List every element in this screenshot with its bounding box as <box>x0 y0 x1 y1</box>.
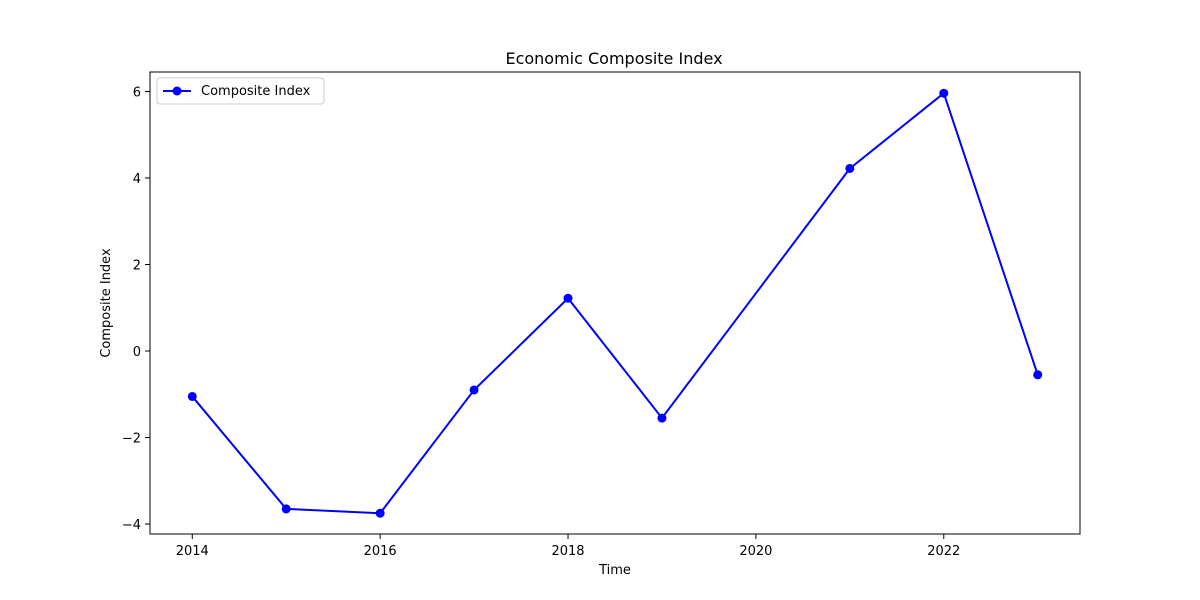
data-point <box>845 163 855 173</box>
y-tick-label: −4 <box>122 518 141 533</box>
plot-area <box>187 88 1043 518</box>
x-tick-label: 2018 <box>551 544 584 559</box>
x-tick-label: 2022 <box>927 544 960 559</box>
x-tick-label: 2014 <box>176 544 209 559</box>
legend-marker-swatch <box>172 86 182 96</box>
data-point <box>939 88 949 98</box>
y-axis: −4 −2 0 2 4 6 <box>122 85 150 533</box>
chart-title: Economic Composite Index <box>505 49 722 68</box>
x-tick-label: 2016 <box>364 544 397 559</box>
data-point <box>563 293 573 303</box>
x-tick-label: 2020 <box>739 544 772 559</box>
series-line-0 <box>191 92 1039 515</box>
plot-frame <box>149 71 1081 535</box>
data-point <box>1033 370 1043 380</box>
legend-label: Composite Index <box>201 84 311 99</box>
legend-box <box>156 77 325 105</box>
data-point <box>469 385 479 395</box>
y-tick-label: 0 <box>133 345 141 360</box>
x-axis: 2014 2016 2018 2020 2022 <box>176 534 960 559</box>
data-point <box>657 413 667 423</box>
legend: Composite Index <box>156 77 325 105</box>
data-point <box>375 508 385 518</box>
y-axis-label: Composite Index <box>99 248 114 358</box>
data-point <box>187 391 197 401</box>
x-axis-label: Time <box>598 563 631 578</box>
y-tick-label: 2 <box>133 259 141 274</box>
y-tick-label: −2 <box>122 432 141 447</box>
y-tick-label: 4 <box>133 172 141 187</box>
y-tick-label: 6 <box>133 85 141 100</box>
data-point <box>281 504 291 514</box>
